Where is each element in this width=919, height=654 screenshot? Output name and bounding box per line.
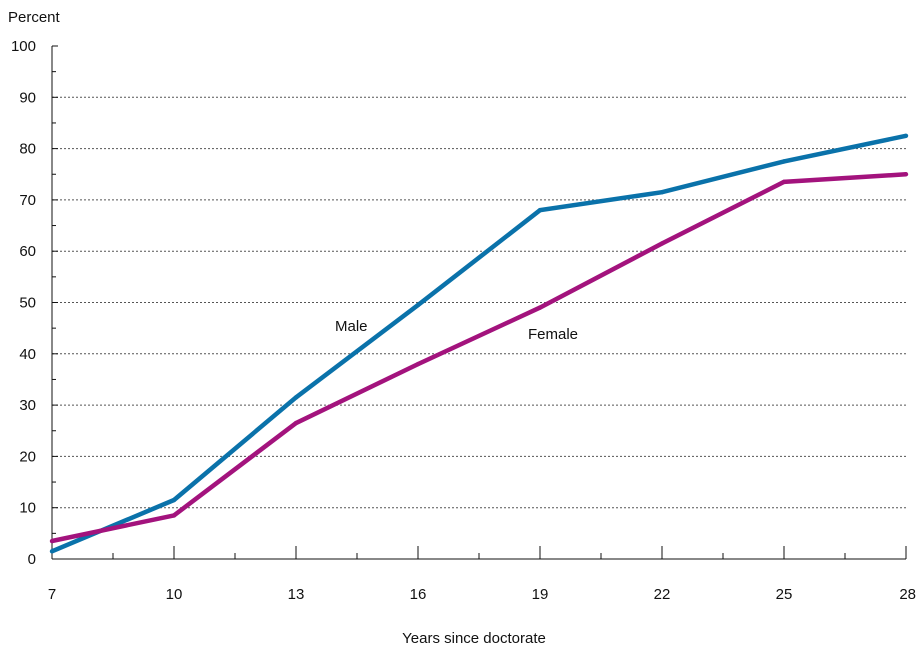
x-tick-label-13: 13 (288, 586, 305, 603)
y-axis-ticks: 0 10 20 30 40 50 60 70 80 90 100 (11, 38, 58, 568)
y-tick-label-70: 70 (19, 192, 36, 209)
data-point-female-22 (659, 241, 665, 246)
x-tick-label-28: 28 (899, 586, 916, 603)
y-tick-label-90: 90 (19, 89, 36, 106)
y-tick-label-10: 10 (19, 500, 36, 517)
data-point-male-13 (293, 395, 299, 400)
data-point-male-19 (537, 207, 543, 213)
x-tick-label-25: 25 (776, 586, 793, 603)
data-point-male-28 (903, 133, 909, 138)
x-tick-label-16: 16 (410, 586, 427, 603)
y-tick-label-80: 80 (19, 141, 36, 158)
series-line-male (51, 133, 907, 554)
data-point-male-25 (781, 159, 787, 164)
y-tick-label-0: 0 (28, 551, 36, 568)
y-tick-label-100: 100 (11, 38, 36, 55)
x-tick-label-22: 22 (654, 586, 671, 603)
data-point-female-13 (293, 420, 299, 426)
data-point-male-7 (49, 549, 55, 554)
data-point-male-10 (171, 497, 177, 503)
x-tick-label-19: 19 (532, 586, 549, 603)
data-point-female-10 (171, 513, 177, 518)
y-tick-label-30: 30 (19, 397, 36, 414)
series-label-female: Female (528, 326, 578, 343)
y-axis-title: Percent (8, 9, 61, 26)
x-tick-label-7: 7 (48, 586, 56, 603)
data-point-male-22 (659, 190, 665, 195)
y-tick-label-20: 20 (19, 448, 36, 465)
data-point-female-19 (537, 305, 543, 310)
x-tick-label-10: 10 (166, 586, 183, 603)
y-tick-label-40: 40 (19, 346, 36, 363)
gridlines (52, 96, 906, 509)
y-tick-label-60: 60 (19, 243, 36, 260)
data-point-male-16 (415, 302, 421, 308)
x-axis-ticks: 7 10 13 16 19 22 25 28 (48, 546, 916, 603)
data-point-female-7 (49, 538, 55, 544)
data-point-female-28 (903, 172, 909, 177)
data-point-female-25 (781, 179, 787, 185)
series-lines (49, 133, 909, 554)
y-tick-label-50: 50 (19, 295, 36, 312)
data-point-female-16 (415, 361, 421, 367)
x-axis-title: Years since doctorate (402, 630, 546, 647)
series-line-female (51, 172, 907, 544)
series-label-male: Male (335, 318, 368, 335)
